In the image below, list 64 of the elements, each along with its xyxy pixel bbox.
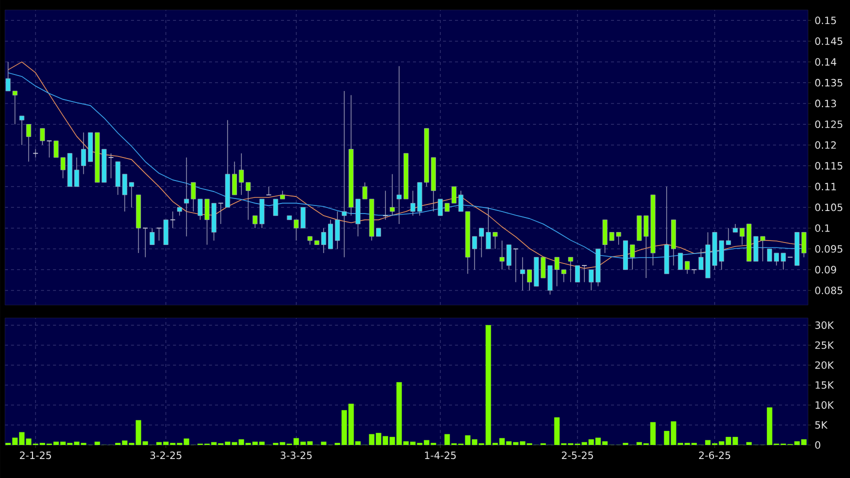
candlestick — [6, 62, 11, 92]
candlestick — [726, 228, 731, 246]
candlestick — [156, 228, 162, 241]
y-tick-label: 0.095 — [815, 245, 842, 253]
y-tick-label: 0.15 — [815, 16, 836, 24]
y-tick-label: 25K — [815, 341, 834, 349]
candlestick — [568, 256, 574, 282]
candlestick — [698, 248, 704, 270]
candlestick — [54, 140, 59, 158]
candlestick — [218, 202, 224, 224]
candlestick — [390, 174, 395, 216]
x-tick-label: 2-5-25 — [562, 452, 593, 460]
candlestick — [582, 265, 588, 282]
candlestick — [767, 248, 772, 262]
candlestick — [396, 66, 402, 224]
candlestick — [273, 198, 278, 216]
candlestick — [232, 161, 237, 196]
candlestick — [108, 152, 114, 179]
y-tick-label: 0.105 — [815, 204, 842, 212]
candlestick — [520, 256, 526, 291]
x-tick-label: 3-3-25 — [280, 452, 312, 460]
candlestick — [382, 190, 388, 220]
candlestick — [506, 244, 512, 270]
candlestick — [12, 90, 18, 125]
y-tick-label: 0.12 — [815, 141, 836, 149]
candlestick — [60, 157, 66, 179]
y-tick-label: 0.14 — [815, 58, 836, 66]
y-tick-label: 0.11 — [815, 182, 836, 190]
candlestick — [512, 248, 519, 282]
candlestick — [500, 240, 504, 270]
candlestick — [452, 186, 456, 204]
y-tick-label: 0 — [815, 441, 820, 449]
y-tick-label: 5K — [815, 421, 828, 429]
candlestick — [170, 211, 176, 228]
y-tick-label: 0.085 — [815, 286, 842, 294]
y-tick-label: 0.115 — [815, 162, 842, 170]
candlestick — [81, 132, 86, 174]
y-tick-label: 10K — [816, 401, 834, 409]
candlestick — [32, 148, 38, 158]
candlestick — [46, 140, 52, 158]
x-tick-label: 2-1-25 — [20, 452, 51, 460]
y-tick-label: 30K — [815, 321, 834, 329]
candlestick — [26, 124, 32, 162]
x-tick-label: 3-2-25 — [150, 452, 182, 460]
y-tick-label: 0.145 — [815, 37, 842, 45]
y-tick-label: 0.1 — [815, 224, 830, 232]
candlestick — [252, 215, 258, 228]
candlestick — [19, 116, 24, 146]
y-tick-label: 0.125 — [815, 120, 842, 128]
y-tick-label: 15K — [816, 381, 834, 389]
y-tick-label: 0.09 — [815, 266, 836, 274]
y-tick-label: 0.135 — [815, 78, 842, 86]
candlestick — [40, 128, 45, 146]
candlestick — [630, 244, 635, 270]
candlestick — [334, 211, 340, 250]
candlestick — [150, 228, 155, 246]
candlestick — [142, 228, 148, 258]
candlestick — [801, 232, 806, 258]
x-tick-label: 1-4-25 — [425, 452, 456, 460]
x-tick-label: 2-6-25 — [699, 452, 730, 460]
candlestick — [575, 265, 580, 282]
y-tick-label: 0.13 — [815, 100, 836, 108]
y-tick-label: 20K — [815, 361, 834, 369]
candlestick — [342, 90, 347, 258]
